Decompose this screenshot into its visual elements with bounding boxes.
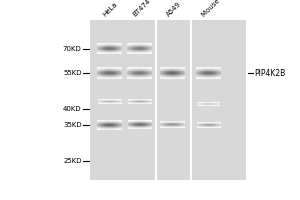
Text: 55KD: 55KD — [63, 70, 82, 76]
Text: HeLa: HeLa — [102, 1, 119, 18]
Text: Mouse spleen: Mouse spleen — [201, 0, 239, 18]
Text: 70KD: 70KD — [63, 46, 82, 52]
Text: 25KD: 25KD — [63, 158, 82, 164]
Text: A549: A549 — [165, 1, 182, 18]
Text: BT474: BT474 — [132, 0, 152, 18]
Text: 40KD: 40KD — [63, 106, 82, 112]
Text: 35KD: 35KD — [63, 122, 82, 128]
Text: PIP4K2B: PIP4K2B — [254, 68, 285, 77]
Bar — [90, 20, 246, 180]
